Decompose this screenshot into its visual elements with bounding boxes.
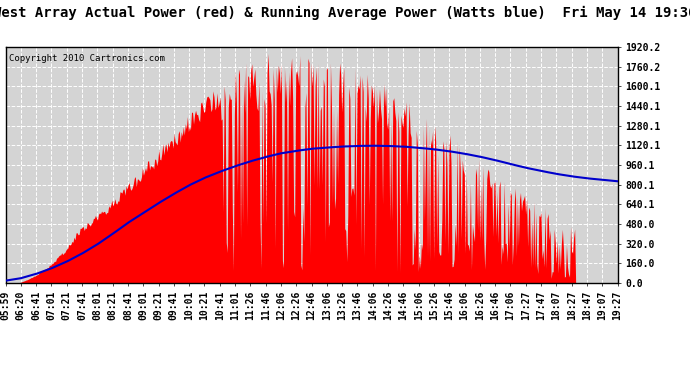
Text: Copyright 2010 Cartronics.com: Copyright 2010 Cartronics.com bbox=[8, 54, 164, 63]
Text: West Array Actual Power (red) & Running Average Power (Watts blue)  Fri May 14 1: West Array Actual Power (red) & Running … bbox=[0, 6, 690, 20]
